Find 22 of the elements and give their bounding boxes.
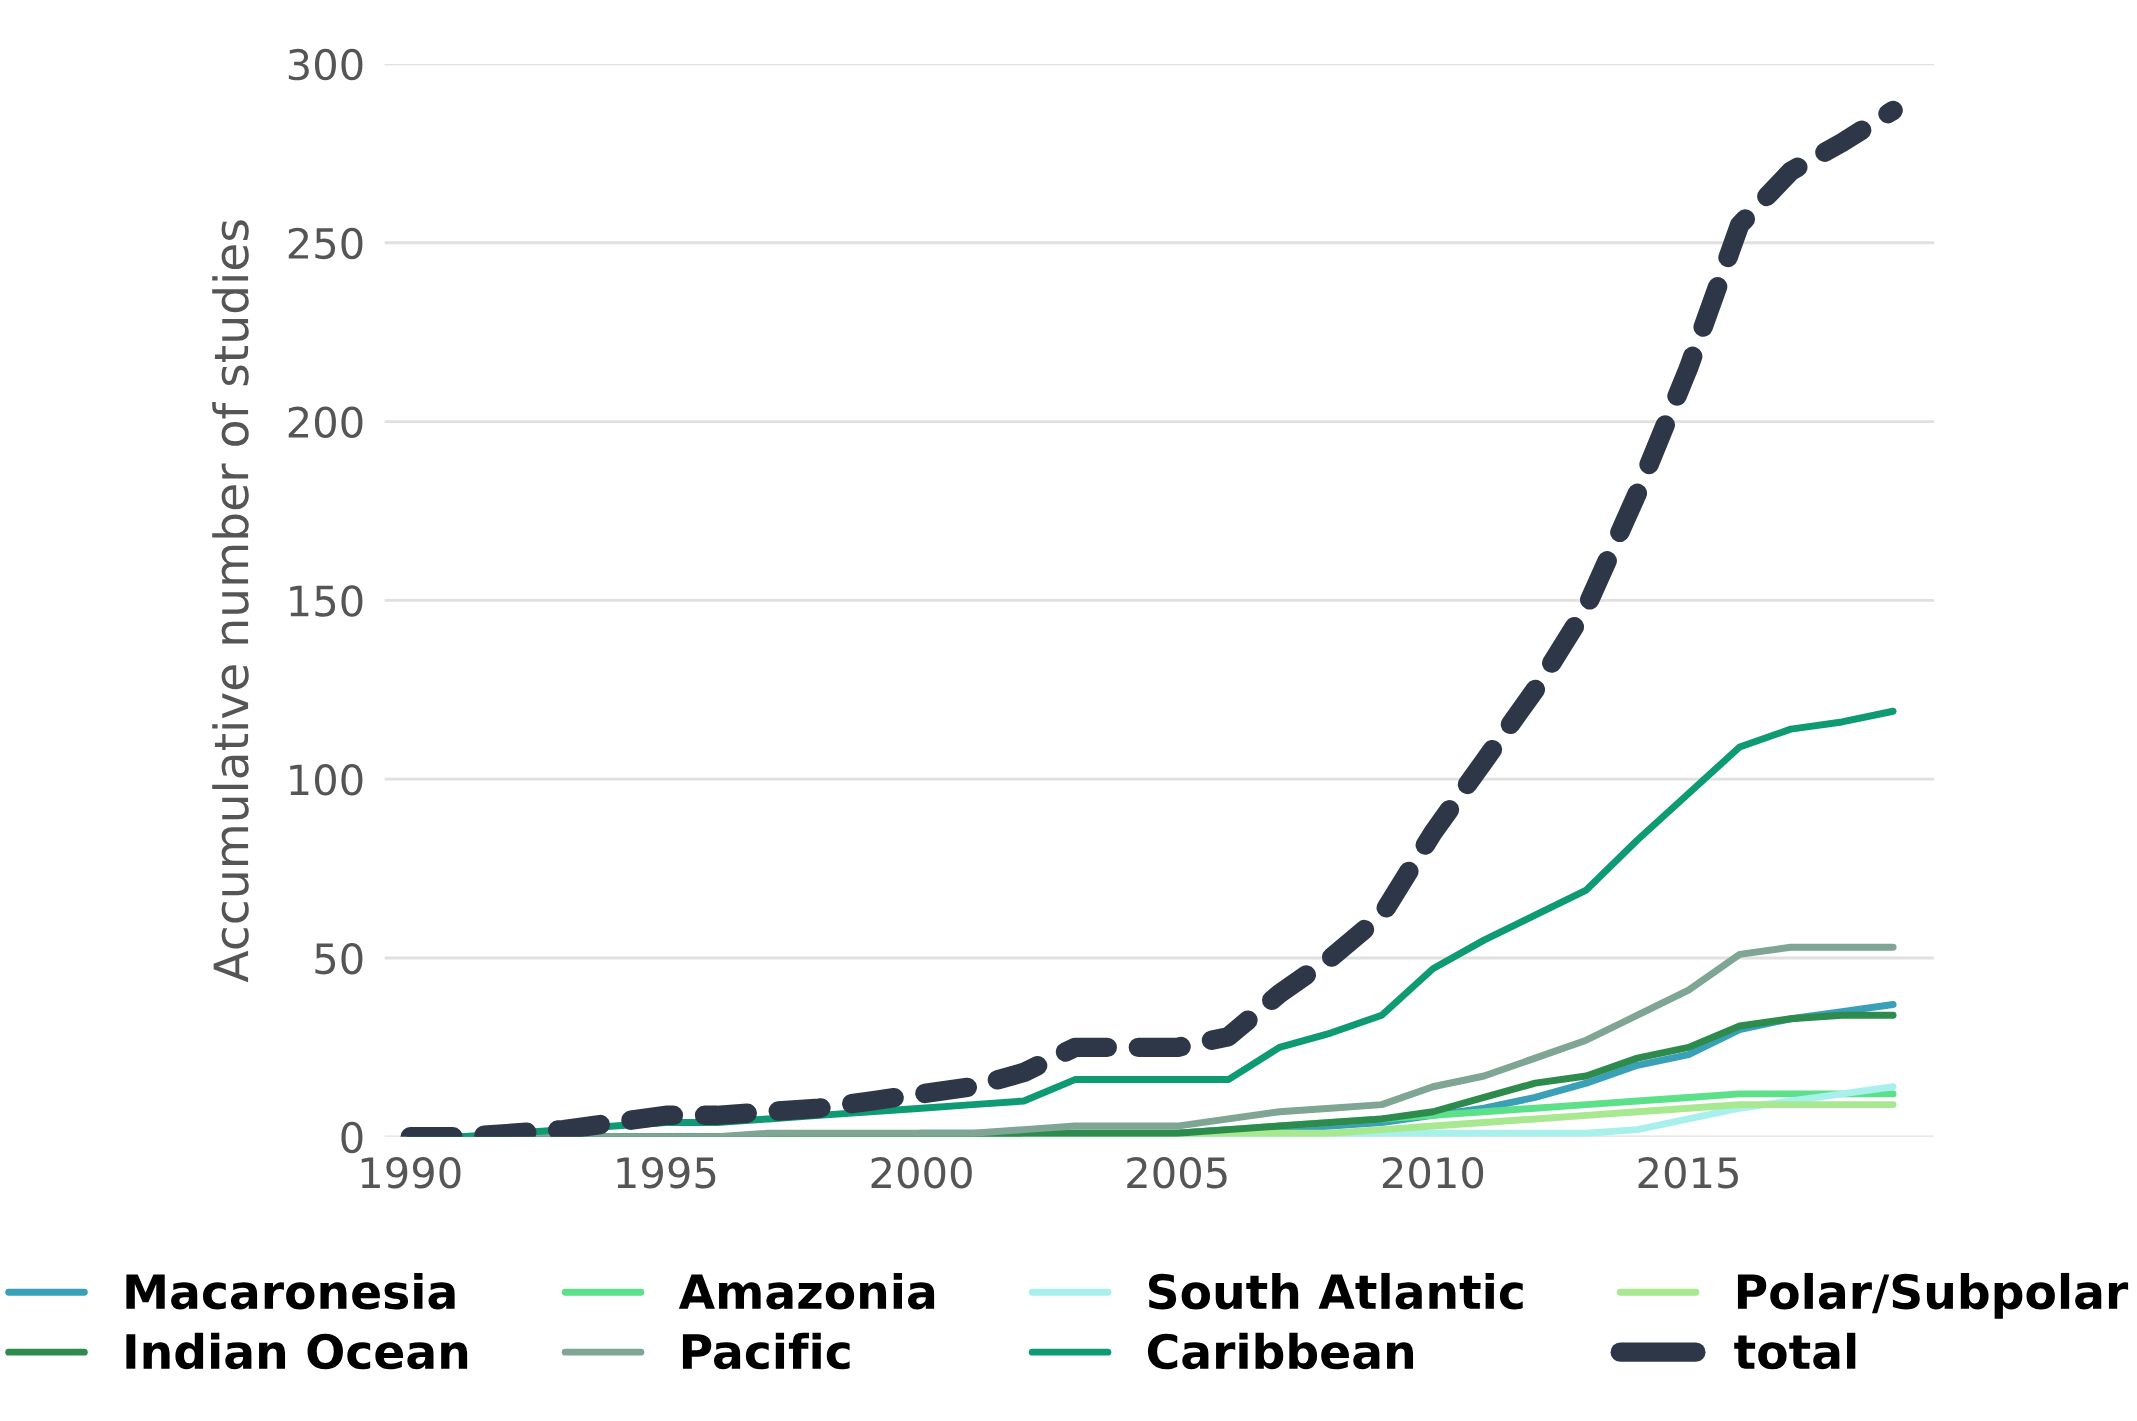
y-tick-label: 150 [290,585,363,617]
x-tick-label: 2015 [1638,1156,1738,1189]
y-tick-label: 0 [341,1121,363,1154]
legend-label: total [1734,1332,1856,1370]
legend-label: Caribbean [1147,1332,1414,1370]
x-tick-label: 1990 [361,1156,461,1189]
y-tick-label: 300 [288,48,363,81]
y-tick-label: 50 [315,942,363,975]
x-tick-label: 1995 [617,1156,716,1189]
y-tick-label: 100 [290,764,363,796]
legend-label: Polar/Subpolar [1737,1272,2129,1319]
legend-label: South Atlantic [1148,1272,1523,1310]
legend-label: Indian Ocean [126,1332,468,1370]
x-tick-label: 2005 [1127,1156,1227,1189]
y-axis-title: Accumulative number of studies [212,220,249,983]
y-tick-label: 200 [288,406,363,438]
x-tick-label: 2000 [871,1156,972,1189]
x-tick-label: 2010 [1382,1156,1484,1189]
legend-label: Macaronesia [126,1272,455,1310]
legend-label: Amazonia [678,1272,935,1310]
y-tick-label: 250 [288,227,363,260]
legend-label: Pacific [682,1332,850,1370]
